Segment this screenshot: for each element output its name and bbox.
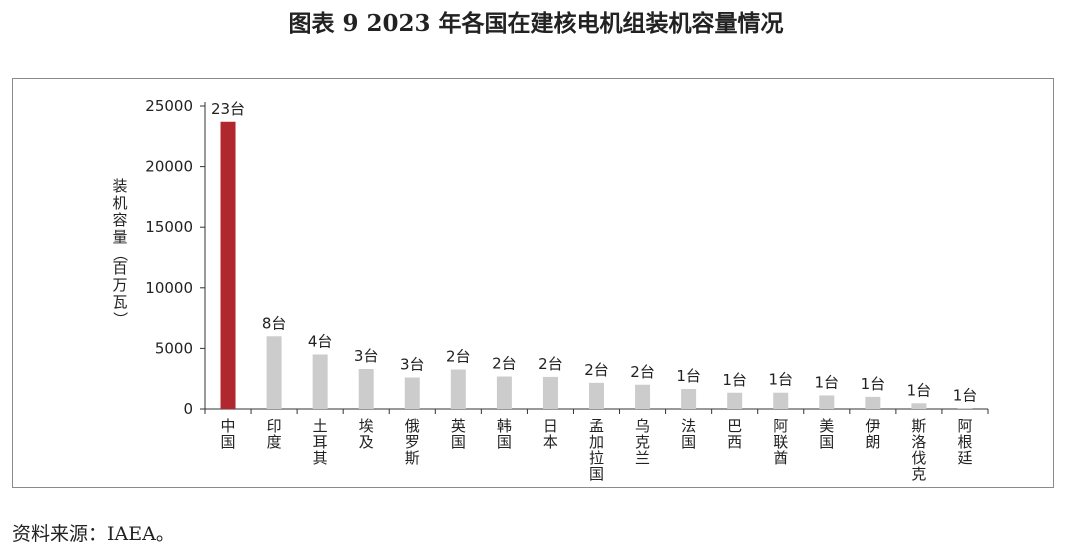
data-label: 2台 [492,355,517,373]
bar-孟加拉国 [589,382,604,409]
y-axis-title-char: 机 [112,194,127,212]
x-tick-label: 日本 [543,417,558,451]
bar-印度 [266,336,282,409]
y-axis-title-char: （ [111,246,129,261]
y-tick-label: 10000 [145,279,193,297]
y-tick-label: 0 [183,400,193,418]
x-tick-label: 俄罗斯 [405,417,420,467]
bar-法国 [681,389,697,409]
data-label: 3台 [400,355,425,373]
bar-巴西 [727,392,743,409]
x-tick-label: 埃及 [359,417,374,451]
data-label: 2台 [630,363,655,381]
y-axis-title-char: 量 [112,228,127,246]
y-axis-title-char: 万 [112,276,127,294]
y-axis-title-char: 容 [112,211,127,229]
y-tick-label: 5000 [155,339,193,357]
data-label: 2台 [584,361,609,379]
bar-埃及 [358,369,374,409]
x-tick-label: 阿根廷 [957,417,972,467]
bar-日本 [542,376,558,409]
data-label: 2台 [538,355,563,373]
bar-英国 [450,369,466,409]
y-tick-label: 20000 [145,158,193,176]
x-tick-label: 斯洛伐克 [911,417,926,483]
data-label: 2台 [446,347,471,365]
y-axis-title-char: 百 [112,259,127,277]
data-label: 8台 [262,314,287,332]
data-label: 1台 [768,371,793,389]
x-tick-label: 法国 [681,417,696,451]
x-tick-label: 孟加拉国 [589,417,604,483]
bar-美国 [819,395,835,409]
y-axis-title-char: ） [111,311,129,326]
x-tick-label: 伊朗 [865,417,880,451]
x-tick-label: 乌克兰 [635,417,650,467]
x-tick-label: 韩国 [497,417,512,451]
chart-frame: 0 5000 10000 15000 20000 25000 装机容量（百万瓦） 23台中国 8… [12,78,1054,488]
x-tick-label: 印度 [267,417,282,451]
bar-乌克兰 [635,384,651,409]
data-label: 1台 [861,375,886,393]
x-tick-label: 巴西 [727,417,742,451]
x-tick-label: 阿联酋 [773,417,788,467]
bar-俄罗斯 [404,377,420,409]
data-label: 1台 [907,381,932,399]
bar-伊朗 [865,396,881,409]
bar-斯洛伐克 [911,403,927,409]
y-tick-label: 25000 [145,97,193,115]
data-label: 1台 [676,367,701,385]
source-note: 资料来源：IAEA。 [12,523,175,545]
data-label: 4台 [308,332,333,350]
data-label: 1台 [722,371,747,389]
x-tick-label: 中国 [221,417,236,451]
bar-土耳其 [312,354,328,409]
data-label: 1台 [815,373,840,391]
data-label: 1台 [953,387,978,405]
bar-中国 [220,121,236,410]
x-tick-label: 美国 [819,417,834,451]
bar-阿联酋 [773,392,789,409]
y-axis-title-char: 瓦 [112,293,127,311]
data-label: 3台 [354,347,379,365]
y-axis-title-char: 装 [112,177,127,195]
y-tick-label: 15000 [145,218,193,236]
figure-title: 图表 9 2023 年各国在建核电机组装机容量情况 [288,10,784,37]
x-tick-label: 土耳其 [313,417,328,467]
bar-韩国 [496,376,512,409]
data-label: 23台 [211,100,245,118]
x-tick-label: 英国 [451,417,466,451]
